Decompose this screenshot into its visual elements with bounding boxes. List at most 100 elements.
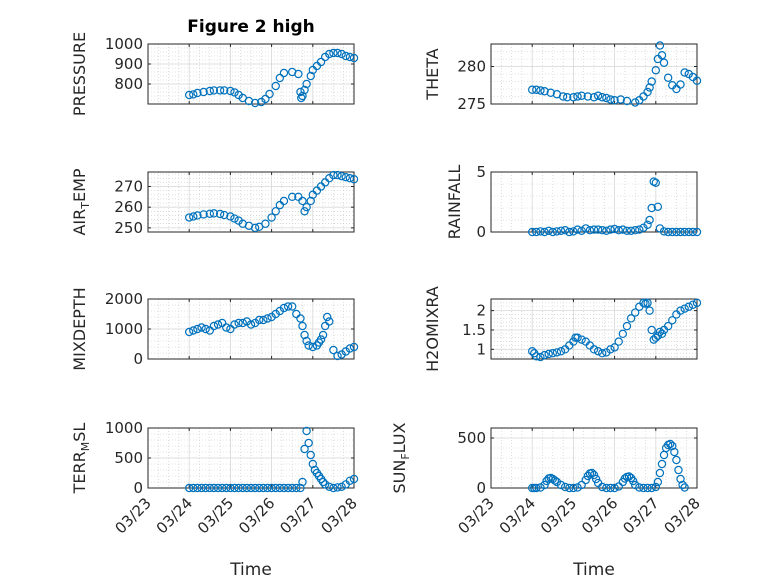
data-point bbox=[573, 333, 582, 342]
data-point bbox=[552, 227, 562, 236]
data-point bbox=[283, 302, 293, 311]
data-point bbox=[565, 227, 574, 237]
x-axis-label: Time bbox=[572, 560, 615, 580]
data-point bbox=[602, 93, 611, 103]
data-point bbox=[304, 341, 313, 350]
data-point bbox=[349, 53, 359, 63]
data-point bbox=[246, 483, 256, 493]
y-tick-label: 275 bbox=[457, 95, 486, 113]
series bbox=[184, 426, 359, 493]
data-point bbox=[680, 227, 689, 237]
data-point bbox=[569, 93, 578, 102]
data-point bbox=[318, 330, 328, 340]
data-point bbox=[329, 48, 338, 58]
data-point bbox=[320, 321, 330, 331]
data-point bbox=[645, 306, 654, 315]
data-point bbox=[663, 321, 673, 331]
data-point bbox=[226, 212, 235, 221]
data-point bbox=[618, 225, 628, 234]
series bbox=[528, 298, 702, 362]
axes-box bbox=[490, 171, 698, 233]
data-point bbox=[573, 225, 582, 234]
data-point bbox=[589, 93, 599, 102]
data-point bbox=[645, 83, 654, 92]
data-point bbox=[199, 210, 208, 219]
y-tick-label: 270 bbox=[114, 177, 143, 195]
data-point bbox=[320, 480, 330, 489]
data-point bbox=[674, 465, 683, 475]
data-point bbox=[593, 347, 603, 356]
data-point bbox=[639, 92, 648, 101]
mixdepth-panel: 0 1000 2000 MIXDEPTH bbox=[70, 287, 359, 371]
data-point bbox=[189, 212, 198, 221]
data-point bbox=[670, 447, 679, 457]
grid bbox=[490, 171, 698, 233]
data-point bbox=[528, 347, 537, 356]
y-tick-label: 0 bbox=[133, 350, 143, 368]
data-point bbox=[329, 170, 338, 180]
x-tick-label: 03/24 bbox=[153, 494, 196, 537]
data-point bbox=[655, 327, 665, 337]
data-point bbox=[672, 84, 681, 94]
data-point bbox=[263, 314, 272, 323]
axes-box bbox=[490, 43, 698, 105]
data-point bbox=[614, 482, 623, 491]
x-tick-label: 03/28 bbox=[318, 494, 361, 537]
data-point bbox=[692, 76, 702, 85]
y-tick-label: 0 bbox=[476, 223, 486, 241]
data-point bbox=[544, 226, 553, 235]
data-point bbox=[663, 227, 673, 237]
data-point bbox=[532, 85, 541, 94]
data-point bbox=[688, 300, 698, 310]
data-point bbox=[265, 89, 274, 99]
data-point bbox=[676, 227, 685, 237]
data-point bbox=[205, 86, 214, 96]
y-tick-label: 2 bbox=[476, 302, 486, 320]
data-point bbox=[261, 94, 270, 104]
data-point bbox=[653, 202, 663, 211]
data-point bbox=[298, 91, 307, 101]
data-point bbox=[345, 174, 355, 183]
data-point bbox=[184, 483, 194, 493]
data-point bbox=[234, 318, 243, 328]
data-point bbox=[337, 49, 346, 59]
data-point bbox=[288, 302, 297, 311]
data-point bbox=[217, 318, 227, 328]
y-axis-label: MIXDEPTH bbox=[70, 287, 89, 370]
data-point bbox=[672, 455, 681, 465]
data-point bbox=[209, 483, 219, 493]
data-point bbox=[292, 483, 301, 493]
data-point bbox=[666, 439, 675, 449]
data-point bbox=[583, 92, 593, 101]
data-point bbox=[226, 483, 235, 493]
data-point bbox=[560, 225, 570, 235]
data-point bbox=[209, 86, 219, 95]
data-point bbox=[676, 306, 685, 315]
data-point bbox=[300, 330, 309, 340]
data-point bbox=[234, 483, 243, 493]
data-point bbox=[610, 483, 619, 493]
data-point bbox=[325, 482, 334, 491]
data-point bbox=[333, 483, 342, 492]
data-point bbox=[259, 315, 268, 325]
data-point bbox=[591, 474, 601, 484]
data-point bbox=[663, 73, 673, 82]
data-point bbox=[184, 213, 194, 222]
data-point bbox=[333, 351, 342, 361]
y-tick-label: 1 bbox=[476, 340, 486, 358]
series bbox=[184, 170, 359, 233]
data-point bbox=[316, 335, 326, 344]
data-point bbox=[283, 483, 293, 493]
data-point bbox=[598, 225, 607, 235]
y-axis-label: RAINFALL bbox=[445, 165, 464, 240]
y-tick-label: 280 bbox=[457, 58, 486, 76]
data-point bbox=[238, 483, 247, 493]
rainfall-panel: 0 5 RAINFALL bbox=[445, 163, 702, 241]
data-point bbox=[532, 352, 541, 361]
data-point bbox=[569, 483, 578, 493]
data-point bbox=[631, 480, 640, 490]
x-tick-label: 03/27 bbox=[276, 494, 319, 537]
data-point bbox=[618, 329, 628, 339]
data-point bbox=[626, 226, 636, 235]
